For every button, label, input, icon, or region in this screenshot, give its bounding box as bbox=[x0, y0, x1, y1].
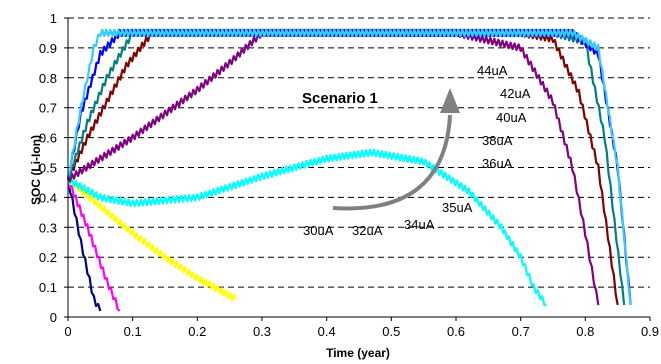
series-line-4 bbox=[66, 148, 547, 307]
x-tick-label: 0.8 bbox=[576, 324, 594, 339]
y-tick-label: 0.5 bbox=[39, 161, 57, 176]
x-tick-label: 0.1 bbox=[124, 324, 142, 339]
series-line-1 bbox=[66, 176, 102, 312]
series-labels: 30uA 32uA 34uA 35uA 36uA 38uA 40uA 42uA 44uA bbox=[303, 63, 531, 238]
series-group bbox=[66, 28, 632, 312]
x-tick-label: 0.5 bbox=[382, 324, 400, 339]
x-tick-label: 0.6 bbox=[447, 324, 465, 339]
series-line-2 bbox=[66, 176, 121, 312]
current-increase-arrow bbox=[332, 88, 460, 211]
x-tick-label: 0.2 bbox=[188, 324, 206, 339]
y-tick-label: 0.9 bbox=[39, 41, 57, 56]
series-label-38uA: 38uA bbox=[482, 133, 513, 148]
y-tick-label: 0.1 bbox=[39, 280, 57, 295]
series-label-42uA: 42uA bbox=[500, 86, 531, 101]
x-tick-label: 0.3 bbox=[253, 324, 271, 339]
series-line-9 bbox=[66, 28, 632, 306]
gridlines bbox=[68, 17, 650, 288]
series-label-32uA: 32uA bbox=[352, 223, 383, 238]
y-tick-label: 0.2 bbox=[39, 250, 57, 265]
y-tick-label: 0.3 bbox=[39, 220, 57, 235]
series-label-34uA: 34uA bbox=[404, 217, 435, 232]
y-axis-title: SOC (Li-Ion) bbox=[29, 135, 43, 205]
x-tick-label: 0 bbox=[64, 324, 71, 339]
series-label-40uA: 40uA bbox=[496, 110, 527, 125]
series-label-36uA: 36uA bbox=[482, 156, 513, 171]
y-tick-label: 0.7 bbox=[39, 101, 57, 116]
x-tick-label: 0.7 bbox=[512, 324, 530, 339]
y-tick-label: 1 bbox=[50, 11, 57, 26]
x-axis-title: Time (year) bbox=[326, 346, 390, 360]
x-tick-label: 0.9 bbox=[641, 324, 659, 339]
series-label-35uA: 35uA bbox=[442, 200, 473, 215]
y-tick-label: 0.8 bbox=[39, 71, 57, 86]
series-label-44uA: 44uA bbox=[477, 63, 508, 78]
tick-labels: 0 0.1 0.2 0.3 0.4 0.5 0.6 0.7 0.8 0.9 0 0.1 0.2 0.3 0.… bbox=[39, 11, 659, 339]
series-label-30uA: 30uA bbox=[303, 223, 334, 238]
scenario-label: Scenario 1 bbox=[302, 90, 378, 107]
x-tick-label: 0.4 bbox=[318, 324, 336, 339]
y-tick-label: 0.6 bbox=[39, 131, 57, 146]
y-tick-label: 0.4 bbox=[39, 190, 57, 205]
series-line-3 bbox=[66, 176, 238, 301]
y-tick-label: 0 bbox=[50, 310, 57, 325]
